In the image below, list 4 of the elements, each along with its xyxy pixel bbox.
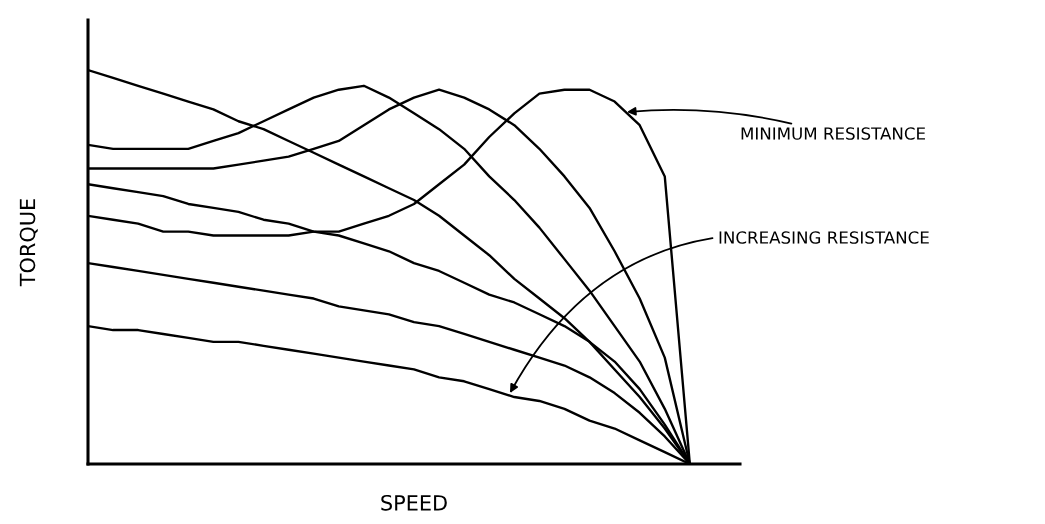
annotation: INCREASING RESISTANCE: [719, 231, 929, 244]
x-axis-title: SPEED: [381, 494, 447, 511]
y-axis-title: TORQUE: [19, 199, 38, 287]
text: MINIMUM RESISTANCE: [741, 127, 925, 140]
